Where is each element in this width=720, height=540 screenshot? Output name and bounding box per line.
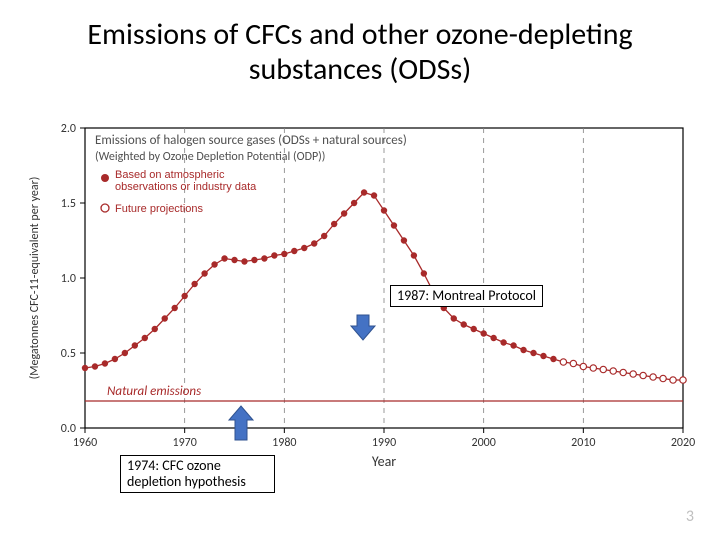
data-point (401, 237, 407, 243)
data-point (261, 255, 267, 261)
data-point (211, 261, 217, 267)
data-point (371, 192, 377, 198)
data-point (391, 222, 397, 228)
x-tick-label: 1980 (272, 436, 296, 450)
data-point (162, 315, 168, 321)
legend-marker-observed (101, 174, 109, 182)
data-point (411, 252, 417, 258)
data-point (520, 347, 526, 353)
x-tick-label: 1970 (173, 436, 197, 450)
annotation-montreal: 1987: Montreal Protocol (390, 285, 543, 307)
data-point (92, 363, 98, 369)
data-point (480, 330, 486, 336)
data-point (271, 252, 277, 258)
legend-marker-future (101, 204, 109, 212)
arrow-cfc1974 (229, 406, 253, 440)
data-point (381, 207, 387, 213)
data-point (281, 251, 287, 257)
data-point (461, 321, 467, 327)
arrow-montreal (351, 315, 375, 340)
data-point (530, 350, 536, 356)
data-point (172, 305, 178, 311)
data-point (122, 350, 128, 356)
data-point (201, 270, 207, 276)
x-tick-label: 1990 (372, 436, 396, 450)
data-point (421, 270, 427, 276)
data-point (361, 189, 367, 195)
legend-label-observed-2: observations or industry data (115, 181, 257, 193)
data-point (102, 360, 108, 366)
data-point (142, 335, 148, 341)
data-point (301, 245, 307, 251)
data-point (132, 342, 138, 348)
y-tick-label: 0.0 (61, 422, 76, 436)
data-point (241, 258, 247, 264)
data-point (630, 371, 636, 377)
data-point (82, 365, 88, 371)
x-tick-label: 2020 (671, 436, 695, 450)
data-point (500, 339, 506, 345)
data-point (590, 365, 596, 371)
data-point (600, 366, 606, 372)
chart-subtitle: (Weighted by Ozone Depletion Potential (… (95, 150, 325, 164)
data-point (291, 248, 297, 254)
y-tick-label: 0.5 (61, 347, 76, 361)
data-point (650, 374, 656, 380)
data-point (231, 257, 237, 263)
annotation-cfc-1974: 1974: CFC ozone depletion hypothesis (120, 455, 275, 493)
emissions-chart: 1960 1970 1980 1990 2000 2010 2020 Year 0.0 0.5 1.… (20, 110, 700, 470)
data-point (670, 377, 676, 383)
data-point (311, 240, 317, 246)
data-point (550, 356, 556, 362)
data-point (331, 221, 337, 227)
data-point (341, 210, 347, 216)
data-point (221, 255, 227, 261)
data-point (610, 368, 616, 374)
data-point (680, 377, 686, 383)
data-point (321, 233, 327, 239)
data-point (251, 257, 257, 263)
data-point (540, 353, 546, 359)
data-point (451, 315, 457, 321)
x-axis-label: Year (372, 453, 396, 470)
legend-label-observed: Based on atmospheric (115, 169, 225, 181)
data-point (580, 363, 586, 369)
natural-emissions-label: Natural emissions (107, 384, 201, 399)
data-point (640, 372, 646, 378)
series-line (85, 193, 563, 369)
data-point (152, 326, 158, 332)
data-point (112, 356, 118, 362)
data-point (471, 326, 477, 332)
x-tick-label: 1960 (73, 436, 97, 450)
chart-container: 1960 1970 1980 1990 2000 2010 2020 Year 0.0 0.5 1.… (20, 110, 700, 470)
page-number: 3 (686, 507, 694, 526)
y-tick-label: 1.5 (61, 197, 76, 211)
data-point (351, 200, 357, 206)
data-point (570, 360, 576, 366)
data-point (191, 281, 197, 287)
y-axis-label: (Megatonnes CFC-11-equivalent per year) (28, 177, 42, 380)
slide-title: Emissions of CFCs and other ozone-deplet… (50, 18, 670, 87)
data-point (560, 359, 566, 365)
legend-label-future: Future projections (115, 203, 204, 215)
data-point (510, 342, 516, 348)
x-tick-label: 2010 (571, 436, 595, 450)
data-point (660, 375, 666, 381)
data-point (181, 293, 187, 299)
y-tick-label: 2.0 (61, 122, 76, 136)
x-tick-label: 2000 (472, 436, 496, 450)
data-point (490, 335, 496, 341)
y-tick-label: 1.0 (61, 272, 76, 286)
chart-title: Emissions of halogen source gases (ODSs … (95, 133, 407, 148)
data-point (620, 369, 626, 375)
